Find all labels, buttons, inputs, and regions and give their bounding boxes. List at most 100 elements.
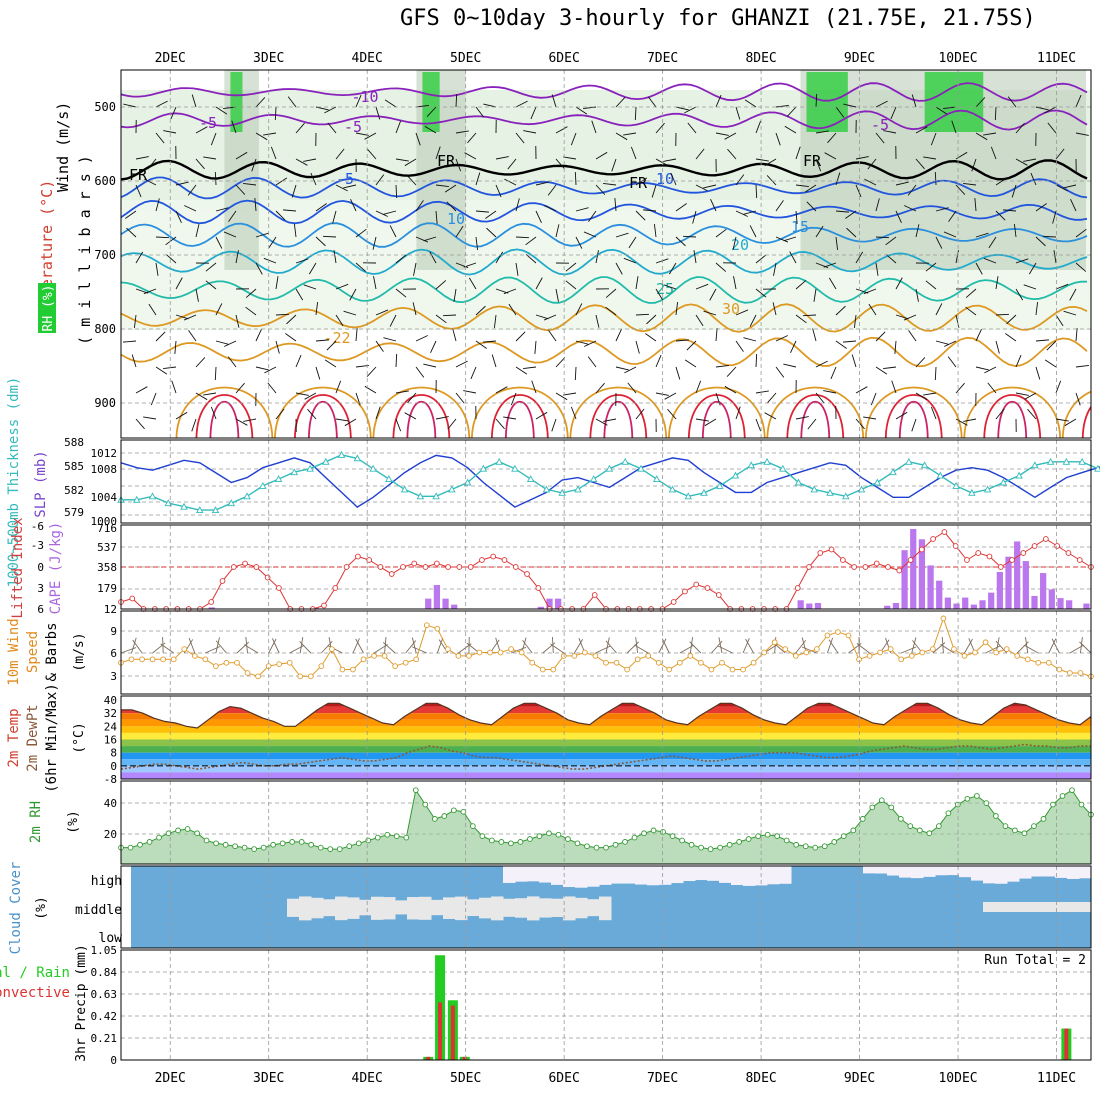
wind-barb-10m	[595, 645, 611, 654]
lifted-index-line-marker	[952, 543, 959, 549]
wind-barb	[231, 120, 237, 134]
cape-bar	[1005, 556, 1012, 609]
wind-barb	[275, 313, 290, 316]
wind-barb	[965, 306, 977, 316]
wind-barb	[630, 146, 637, 160]
thickness-line-marker	[794, 478, 803, 486]
lifted-index-line-marker	[907, 557, 914, 563]
cloud-high-gap	[899, 866, 912, 878]
lifted-index-line	[120, 531, 1092, 610]
wind-barb	[486, 227, 497, 238]
wind-speed-line-marker	[845, 632, 852, 639]
wind-barb	[709, 288, 717, 301]
wind-barb	[203, 156, 217, 160]
wind-barb-10m	[299, 641, 312, 654]
cloud-middle-gap	[323, 899, 336, 917]
wind-speed-line-marker	[244, 670, 251, 676]
rh-line-marker	[232, 843, 238, 850]
wind-barb-10m	[635, 637, 639, 654]
rh-line-marker	[489, 837, 495, 844]
wind-barb	[664, 392, 677, 400]
wind-barb	[715, 328, 718, 342]
wind-barb-10m	[215, 640, 227, 654]
wind-speed-line-marker	[972, 649, 978, 656]
thickness-line-marker	[526, 475, 535, 482]
wind-barb-10m	[856, 643, 870, 654]
lifted-index-line-marker	[851, 564, 857, 570]
wind-barb	[755, 390, 769, 394]
cape-bar	[953, 603, 960, 609]
wind-barb	[491, 354, 497, 368]
wind-barb	[775, 335, 788, 342]
lifted-index-line-marker	[873, 560, 880, 567]
wind-speed-line-marker	[307, 673, 314, 680]
wind-barb	[435, 146, 441, 160]
wind-barb	[935, 106, 948, 115]
wind-speed-line-marker	[835, 629, 841, 635]
cloud-high-gap	[923, 866, 936, 877]
thickness-line-marker	[668, 485, 677, 493]
wind-speed-line-marker	[814, 646, 820, 652]
lifted-index-line-marker	[524, 571, 530, 577]
wind-barb-10m	[801, 646, 818, 654]
wind-barb	[643, 209, 657, 212]
wind-barb	[783, 363, 797, 368]
wind-barb	[971, 158, 977, 172]
thickness-line-marker	[1078, 457, 1086, 465]
wind-barb	[663, 284, 677, 290]
wind-barb	[429, 251, 437, 264]
wind-barb	[815, 360, 828, 368]
wind-barb	[1053, 250, 1057, 264]
wind-barb	[786, 106, 797, 117]
wind-speed-line-marker	[444, 646, 451, 652]
wind-barb	[603, 418, 617, 422]
wind-barb	[1015, 354, 1022, 368]
cloud-high-gap	[647, 866, 660, 886]
wind-barb	[895, 277, 903, 290]
wind-barb	[263, 257, 277, 264]
wind-barb	[495, 386, 508, 394]
cloud-middle-gap	[1019, 902, 1032, 912]
wind-barb	[835, 172, 841, 186]
thickness-line-marker	[322, 457, 330, 465]
rh-line-marker	[584, 843, 590, 850]
date-label-top: 6DEC	[548, 51, 579, 66]
wind-barb	[407, 392, 417, 404]
wind-barb	[1055, 184, 1068, 192]
wind-barb	[523, 366, 537, 370]
rh-line-marker	[1059, 793, 1066, 799]
wind-barb	[947, 356, 957, 368]
wind-barb	[875, 132, 885, 144]
wind-barb	[948, 210, 957, 222]
isotherm-loop	[274, 386, 372, 438]
cloud-middle-gap	[359, 899, 372, 916]
wind-barb	[470, 366, 477, 380]
wind-speed-line-marker	[318, 663, 325, 669]
wind-barb	[384, 99, 397, 108]
contour-label: 30	[722, 300, 740, 318]
cloud-high-gap	[1055, 866, 1068, 878]
contour-label: 10	[656, 170, 674, 188]
cloud-high-gap	[503, 866, 516, 883]
rh-line-marker	[888, 804, 895, 811]
thickness-line-marker	[637, 464, 645, 472]
wind-barb-10m	[384, 637, 387, 654]
rh-line-marker	[260, 844, 267, 851]
wind-barb	[375, 309, 389, 316]
lifted-index-line-marker	[1031, 543, 1038, 549]
rh-line-marker	[698, 844, 704, 851]
cape-bar	[892, 603, 900, 609]
wind-barb	[395, 390, 409, 394]
wind-speed-line-marker	[940, 615, 947, 622]
wind-barb	[155, 236, 170, 239]
wind-barb	[349, 288, 357, 301]
wind-barb	[863, 288, 877, 295]
wind-barb	[595, 250, 599, 264]
wind-barb	[383, 337, 397, 342]
wind-barb	[930, 132, 937, 146]
wind-barb	[326, 340, 337, 351]
wind-barb	[335, 314, 344, 327]
wind-barb	[815, 93, 818, 108]
wind-barb	[270, 146, 277, 160]
rh-line-marker	[384, 831, 391, 838]
